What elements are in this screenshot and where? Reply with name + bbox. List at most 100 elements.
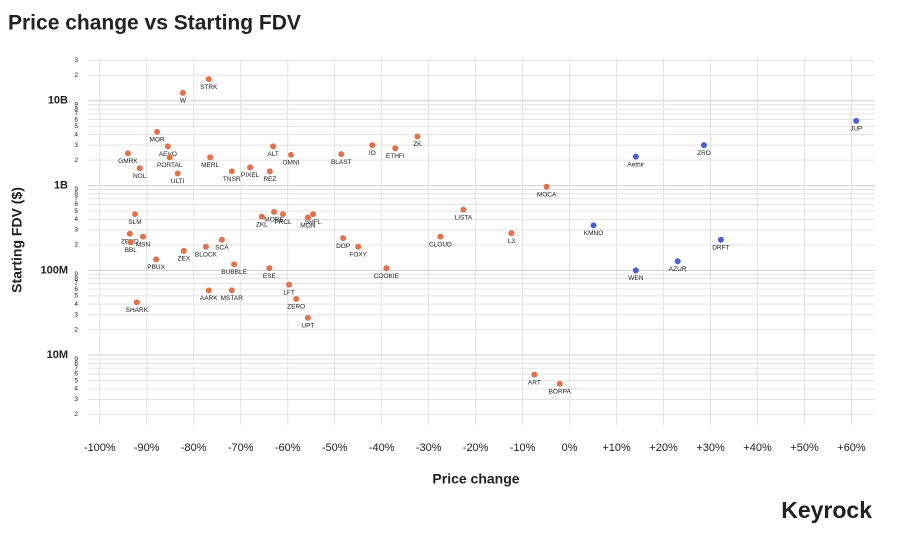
y-tick-label: 2 — [74, 326, 78, 333]
data-point — [340, 235, 347, 242]
data-point — [369, 142, 376, 149]
x-tick-label: -70% — [228, 442, 254, 454]
data-point — [231, 261, 238, 268]
x-tick-label: -30% — [416, 442, 442, 454]
data-point — [164, 143, 171, 150]
y-tick-label: 5 — [74, 377, 78, 384]
point-label: BBL — [125, 247, 138, 254]
point-label: ZEX — [178, 256, 191, 263]
point-label: ZK — [413, 141, 422, 148]
point-label: MSTAR — [221, 295, 244, 302]
x-tick-label: -10% — [510, 442, 536, 454]
point-label: SHARK — [126, 307, 149, 314]
y-tick-label: 6 — [74, 371, 78, 378]
data-point — [293, 295, 300, 302]
point-label: SHFL — [305, 219, 322, 226]
y-tick-label: 3 — [74, 396, 78, 403]
y-tick-label: 2 — [74, 157, 78, 164]
point-label: CLOUD — [429, 241, 452, 248]
point-label: TNSR — [223, 176, 241, 183]
data-point — [228, 168, 235, 175]
data-point — [287, 151, 294, 158]
data-point — [392, 145, 399, 152]
data-point — [674, 258, 681, 265]
data-point — [174, 170, 181, 177]
y-tick-label: 3 — [74, 311, 78, 318]
point-label: ETHFI — [386, 153, 405, 160]
point-label: DRFT — [712, 244, 729, 251]
x-tick-label: +40% — [743, 442, 772, 454]
data-point — [154, 128, 161, 135]
y-tick-label: 10M — [47, 349, 68, 361]
point-label: BLOCK — [195, 251, 218, 258]
y-tick-label: 100M — [40, 264, 68, 276]
data-point — [266, 265, 273, 272]
data-point — [266, 168, 273, 175]
data-point — [136, 165, 143, 172]
data-point — [166, 154, 173, 161]
point-label: ESE — [263, 273, 277, 280]
data-point — [247, 164, 254, 171]
point-label: MSN — [136, 241, 151, 248]
data-point — [153, 256, 160, 263]
x-tick-label: 0% — [562, 442, 578, 454]
point-label: FOXY — [349, 251, 367, 258]
x-axis-label: Price change — [432, 471, 519, 487]
y-tick-label: 8 — [74, 360, 78, 367]
point-label: MERL — [201, 162, 219, 169]
chart-title: Price change vs Starting FDV — [8, 12, 301, 35]
y-tick-label: 9 — [74, 356, 78, 363]
data-point — [286, 281, 293, 288]
point-label: KMNO — [584, 230, 604, 237]
point-label: BUBBLE — [221, 269, 247, 276]
y-tick-label: 6 — [74, 286, 78, 293]
point-label: AEVO — [159, 151, 177, 158]
point-label: NOL — [133, 173, 147, 180]
brand-logo: Keyrock — [781, 497, 872, 523]
y-tick-label: 8 — [74, 106, 78, 113]
point-label: REZ — [263, 176, 276, 183]
point-label: AZUR — [669, 266, 687, 273]
y-tick-label: 2 — [74, 411, 78, 418]
y-tick-label: 3 — [74, 57, 78, 64]
point-label: BORPA — [549, 388, 572, 395]
point-label: ART — [528, 379, 541, 386]
data-point — [127, 239, 134, 246]
point-label: MOR — [149, 137, 164, 144]
y-tick-label: 7 — [74, 280, 78, 287]
y-tick-label: 9 — [74, 186, 78, 193]
data-point — [228, 287, 235, 294]
point-label: MORE — [264, 217, 284, 224]
y-tick-label: 2 — [74, 242, 78, 249]
point-label: PBUX — [147, 264, 165, 271]
y-tick-label: 9 — [74, 271, 78, 278]
x-tick-label: +60% — [837, 442, 866, 454]
data-point — [414, 133, 421, 140]
point-label: ZERO — [287, 304, 305, 311]
x-tick-label: +30% — [696, 442, 725, 454]
data-point — [205, 287, 212, 294]
point-label: W — [180, 98, 187, 105]
data-point — [258, 213, 265, 220]
data-point — [279, 211, 286, 218]
y-tick-label: 1B — [54, 180, 68, 192]
data-point — [131, 211, 138, 218]
y-tick-label: 8 — [74, 191, 78, 198]
point-label: PORTAL — [157, 162, 183, 169]
data-point — [218, 236, 225, 243]
x-tick-label: -50% — [322, 442, 348, 454]
data-point — [632, 267, 639, 274]
y-axis-label: Starting FDV ($) — [9, 187, 25, 293]
y-tick-label: 5 — [74, 208, 78, 215]
x-tick-label: -40% — [369, 442, 395, 454]
point-label: L3 — [508, 238, 516, 245]
data-point — [383, 265, 390, 272]
data-point — [717, 236, 724, 243]
data-point — [508, 230, 515, 237]
data-point — [202, 243, 209, 250]
point-label: LISTA — [455, 214, 473, 221]
y-tick-label: 4 — [74, 216, 78, 223]
data-point — [133, 299, 140, 306]
y-tick-label: 7 — [74, 111, 78, 118]
